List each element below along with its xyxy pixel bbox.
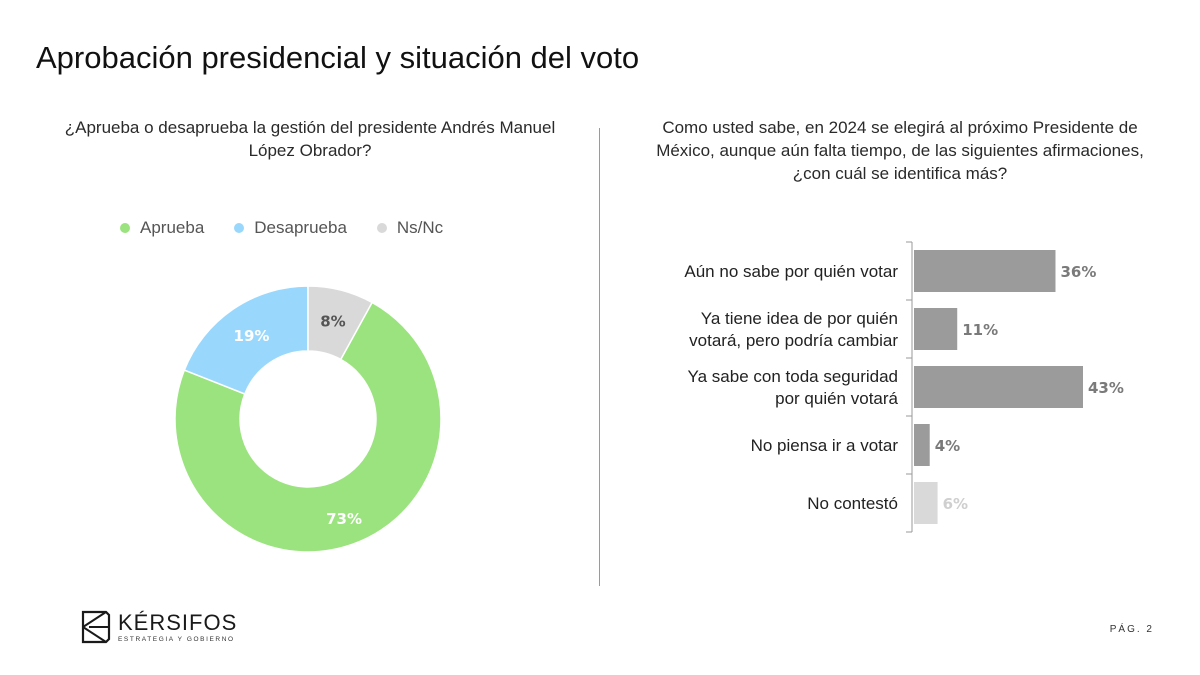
bar-value-label: 43% — [1088, 379, 1124, 397]
bar — [914, 308, 958, 350]
legend-item-desaprueba: Desaprueba — [234, 218, 347, 238]
legend-label-desaprueba: Desaprueba — [254, 218, 347, 237]
legend-dot-desaprueba — [234, 223, 245, 233]
bar-value-label: 36% — [1060, 263, 1096, 281]
legend-dot-nsnc — [376, 223, 387, 233]
bar-category-label: No piensa ir a votar — [751, 436, 899, 455]
page-number: PÁG. 2 — [1109, 624, 1154, 635]
bar — [914, 482, 938, 524]
donut-chart: 73% 19% 8% — [174, 285, 442, 553]
legend-label-aprueba: Aprueba — [140, 218, 205, 237]
bar-value-label: 6% — [943, 495, 968, 513]
logo-mark-icon — [81, 610, 111, 644]
kersifos-logo: KÉRSIFOS ESTRATEGIA Y GOBIERNO — [80, 609, 237, 645]
bar-value-label: 4% — [935, 437, 960, 455]
donut-value-label: 19% — [234, 327, 270, 345]
logo-tagline: ESTRATEGIA Y GOBIERNO — [118, 635, 235, 643]
donut-value-label: 73% — [326, 510, 362, 528]
donut-value-label: 8% — [320, 313, 345, 331]
vertical-divider — [599, 128, 600, 586]
bar-category-label: Ya sabe con toda seguridad por quién vota… — [688, 367, 899, 408]
legend-dot-aprueba — [120, 223, 130, 233]
left-chart-question: ¿Aprueba o desaprueba la gestión del pre… — [64, 118, 556, 160]
bar-category-label: Ya tiene idea de por quién votará, pero p… — [689, 309, 898, 350]
bar — [914, 250, 1056, 292]
bar-value-label: 11% — [962, 321, 998, 339]
donut-slice-nsnc — [307, 285, 374, 361]
legend-item-aprueba: Aprueba — [120, 218, 204, 238]
right-chart-question: Como usted sabe, en 2024 se elegirá al p… — [656, 118, 1144, 183]
donut-slice-desaprueba — [183, 285, 309, 395]
bar — [914, 366, 1083, 408]
donut-legend: Aprueba Desaprueba Ns/Nc — [120, 218, 443, 238]
legend-item-nsnc: Ns/Nc — [376, 218, 444, 238]
legend-label-nsnc: Ns/Nc — [396, 218, 444, 237]
logo-name: KÉRSIFOS — [118, 609, 238, 635]
bar-category-label: No contestó — [807, 494, 898, 513]
bar-category-label: Aún no sabe por quién votar — [684, 262, 898, 281]
page-title: Aprobación presidencial y situación del … — [36, 40, 640, 75]
bar-chart: 36% Aún no sabe por quién votar 11% Ya tien… — [684, 241, 1124, 533]
donut-slice-aprueba — [174, 301, 442, 553]
bar — [914, 424, 930, 466]
